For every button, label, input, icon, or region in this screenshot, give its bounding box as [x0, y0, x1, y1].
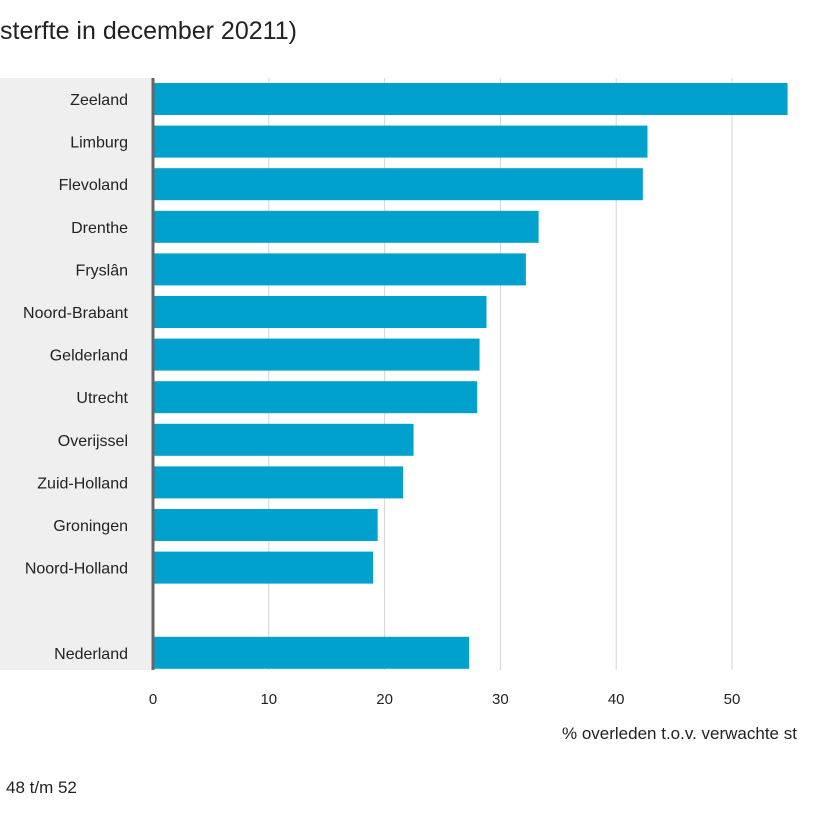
- category-label: Overijssel: [58, 433, 128, 450]
- category-label: Flevoland: [59, 177, 128, 194]
- category-label: Utrecht: [76, 390, 128, 407]
- bar-overijssel: [153, 423, 414, 456]
- bar-zeeland: [153, 83, 788, 115]
- bar-noord-holland: [153, 551, 374, 584]
- category-label: Limburg: [70, 135, 128, 152]
- bar-noord-brabant: [153, 296, 487, 328]
- bar-gelderland: [153, 338, 480, 371]
- category-label-panel: [0, 78, 152, 670]
- category-label: Noord-Holland: [25, 561, 128, 578]
- x-tick-label: 30: [492, 691, 509, 708]
- bar-frysl-n: [153, 253, 526, 286]
- x-tick-label: 50: [724, 691, 741, 708]
- x-axis-label: % overleden t.o.v. verwachte st: [562, 724, 797, 743]
- bar-limburg: [153, 125, 648, 158]
- bar-utrecht: [153, 381, 478, 414]
- category-label: Zuid-Holland: [37, 475, 128, 492]
- bar-flevoland: [153, 168, 643, 201]
- chart-title: sterfte in december 20211): [0, 17, 297, 45]
- x-tick-label: 40: [608, 691, 625, 708]
- category-label: Groningen: [53, 518, 128, 535]
- category-label: Nederland: [54, 646, 128, 663]
- x-tick-label: 10: [260, 691, 277, 708]
- bar-zuid-holland: [153, 466, 404, 499]
- bar-nederland: [153, 636, 470, 669]
- x-tick-label: 0: [149, 691, 157, 708]
- category-label: Gelderland: [50, 348, 128, 365]
- category-label: Drenthe: [71, 220, 128, 237]
- category-label: Noord-Brabant: [23, 305, 129, 322]
- footnote: 48 t/m 52: [6, 778, 77, 797]
- bar-groningen: [153, 509, 378, 541]
- category-label: Fryslân: [76, 262, 128, 279]
- bar-drenthe: [153, 210, 539, 243]
- category-label: Zeeland: [70, 92, 128, 109]
- x-tick-label: 20: [376, 691, 393, 708]
